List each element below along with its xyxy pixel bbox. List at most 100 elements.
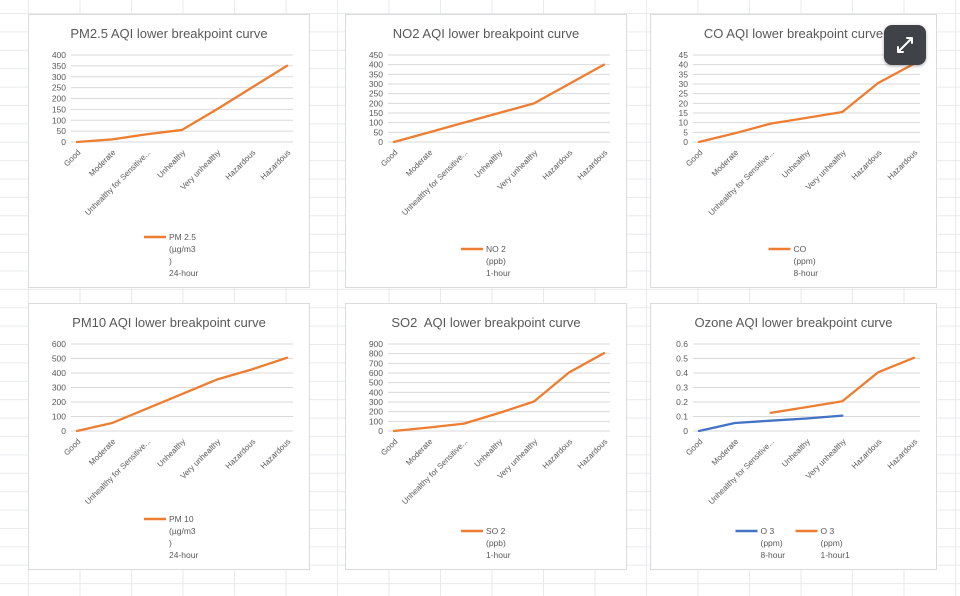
y-axis-tick-label: 40 [679,60,689,70]
x-category-label: Hazardous [886,437,920,471]
y-axis-tick-label: 0.2 [676,397,688,407]
x-category-label: Hazardous [224,437,258,471]
series-line-ozone [697,414,844,433]
series-line-ozone [769,356,916,415]
legend-label: (ppm) [821,538,843,548]
y-axis-tick-label: 0.1 [676,412,688,422]
y-axis-tick-label: 350 [369,69,383,79]
y-axis-tick-label: 450 [369,50,383,60]
x-category-label: Good [684,437,704,457]
y-axis-tick-label: 300 [369,79,383,89]
y-axis-tick-label: 5 [683,127,688,137]
series-line-pm25 [75,64,289,144]
x-category-label: Good [62,437,82,457]
expand-button[interactable] [884,25,926,65]
x-category-label: Hazardous [850,437,884,471]
x-category-label: Moderate [87,437,118,468]
y-axis-tick-label: 150 [369,108,383,118]
legend-label: PM 10 [169,514,194,524]
x-category-label: Hazardous [541,148,575,182]
x-category-label: Hazardous [224,148,258,182]
x-category-label: Unhealthy for Sensitive... [400,148,469,217]
legend-label: 24-hour [169,550,198,560]
legend-label: (ppm) [761,538,783,548]
y-axis-tick-label: 0 [683,426,688,436]
x-category-label: Moderate [87,148,118,179]
x-category-label: Good [379,437,399,457]
x-category-label: Hazardous [576,148,610,182]
legend-label: ) [169,538,172,548]
x-category-label: Unhealthy [780,437,812,469]
y-axis-tick-label: 800 [369,349,383,359]
y-axis-tick-label: 300 [369,397,383,407]
y-axis-tick-label: 0.5 [676,354,688,364]
x-category-label: Unhealthy for Sensitive... [400,437,469,506]
y-axis-tick-label: 0 [61,137,66,147]
x-category-label: Hazardous [541,437,575,471]
x-category-label: Unhealthy for Sensitive... [707,437,776,506]
x-category-label: Unhealthy [473,437,505,469]
legend-label: (µg/m3 [169,526,196,536]
legend-label: PM 2.5 [169,232,196,242]
y-axis-tick-label: 250 [52,83,66,93]
y-axis-tick-label: 400 [52,50,66,60]
y-axis-tick-label: 35 [679,69,689,79]
legend-label: O 3 [821,526,835,536]
y-axis-tick-label: 200 [369,407,383,417]
x-category-label: Unhealthy [156,437,188,469]
x-category-label: Unhealthy for Sensitive... [83,437,152,506]
y-axis-tick-label: 250 [369,89,383,99]
chart-pm25-panel: PM2.5 AQI lower breakpoint curve 0 50 100 1… [28,14,310,288]
chart-pm10-panel: PM10 AQI lower breakpoint curve 0 100 200 3… [28,303,310,570]
y-axis-tick-label: 400 [52,368,66,378]
legend-label: (µg/m3 [169,244,196,254]
x-category-label: Hazardous [886,148,920,182]
y-axis-tick-label: 0.3 [676,383,688,393]
legend-label: SO 2 [486,526,506,536]
y-axis-tick-label: 45 [679,50,689,60]
x-category-label: Unhealthy [780,148,812,180]
x-category-label: Hazardous [576,437,610,471]
y-axis-tick-label: 300 [52,383,66,393]
y-axis-tick-label: 300 [52,72,66,82]
legend-label: CO [794,244,807,254]
legend-label: 1-hour1 [821,550,851,560]
y-axis-tick-label: 10 [679,118,689,128]
legend-label: (ppm) [794,256,816,266]
expand-arrows-diagonal-icon [893,33,917,57]
series-line-so2 [392,352,606,433]
x-category-label: Good [379,148,399,168]
legend-label: 1-hour [486,268,511,278]
y-axis-tick-label: 700 [369,358,383,368]
chart-so2-panel: SO2 AQI lower breakpoint curve 0 100 200 30… [345,303,627,570]
y-axis-tick-label: 50 [57,126,67,136]
x-category-label: Moderate [404,148,435,179]
legend-label: 8-hour [761,550,786,560]
legend-label: NO 2 [486,244,506,254]
x-category-label: Hazardous [259,148,293,182]
legend-label: 24-hour [169,268,198,278]
x-category-label: Good [684,148,704,168]
y-axis-tick-label: 200 [369,98,383,108]
y-axis-tick-label: 0 [378,426,383,436]
y-axis-tick-label: 200 [52,94,66,104]
y-axis-tick-label: 25 [679,89,689,99]
y-axis-tick-label: 900 [369,339,383,349]
x-category-label: Unhealthy [473,148,505,180]
x-category-label: Hazardous [850,148,884,182]
y-axis-tick-label: 600 [52,339,66,349]
y-axis-tick-label: 500 [52,354,66,364]
y-axis-tick-label: 100 [52,412,66,422]
x-category-label: Unhealthy for Sensitive... [707,148,776,217]
y-axis-tick-label: 600 [369,368,383,378]
y-axis-tick-label: 100 [369,416,383,426]
y-axis-tick-label: 15 [679,108,689,118]
x-category-label: Moderate [710,437,741,468]
x-category-label: Good [62,148,82,168]
